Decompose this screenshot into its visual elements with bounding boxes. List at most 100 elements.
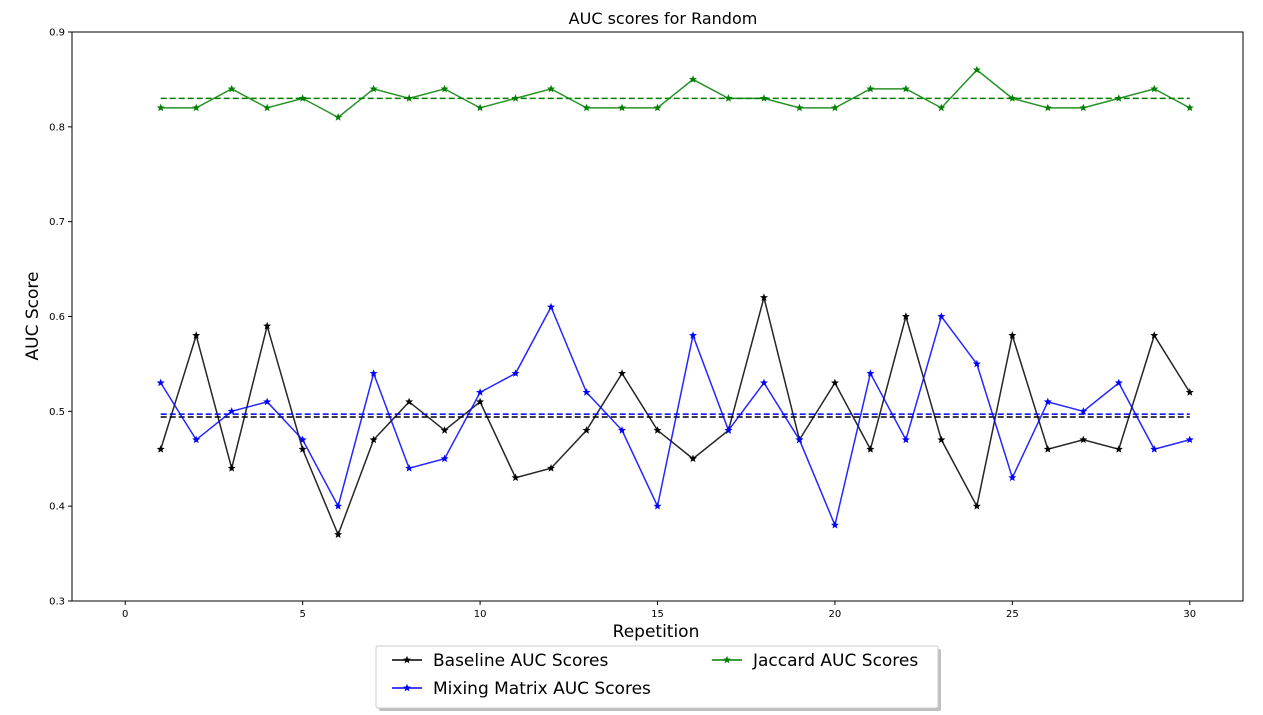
series-1-point: [547, 302, 556, 311]
x-tick-label: 30: [1183, 609, 1196, 620]
series-0-point: [334, 530, 343, 539]
legend-frame: [375, 645, 939, 709]
legend-entry-2: Jaccard AUC Scores: [712, 651, 918, 671]
series-2-point: [1079, 103, 1088, 112]
series-2-point: [937, 103, 946, 112]
series-2-point: [227, 84, 236, 93]
series-0-point: [937, 435, 946, 444]
series-0-point: [1185, 388, 1194, 396]
legend-entry-1: Mixing Matrix AUC Scores: [392, 679, 651, 699]
y-tick-label: 0.9: [49, 28, 65, 39]
series-1-point: [724, 426, 733, 434]
series-0-point: [1008, 331, 1017, 339]
series-2-point: [901, 84, 910, 93]
chart-title: AUC scores for Random: [569, 9, 758, 28]
series-2-point: [1150, 84, 1159, 93]
series-0-point: [901, 312, 910, 320]
y-tick-label: 0.7: [49, 217, 65, 228]
series-1-point: [1008, 473, 1017, 482]
series-2-line: [160, 68, 1191, 119]
y-tick-label: 0.8: [49, 122, 65, 133]
series-0-point: [192, 331, 201, 339]
series-0-point: [688, 454, 697, 463]
series-0-point: [369, 435, 378, 444]
legend-label-0: Baseline AUC Scores: [433, 651, 608, 671]
series-1-point: [405, 464, 414, 472]
legend: Baseline AUC Scores Mixing Matrix AUC Sco…: [375, 645, 941, 711]
x-tick-label: 20: [829, 609, 842, 620]
series-2-point: [156, 103, 165, 112]
series-1-point: [1079, 407, 1088, 415]
series-2-point: [405, 94, 414, 102]
series-0-point: [618, 369, 627, 377]
series-1-point: [263, 397, 272, 406]
series-2-point: [866, 84, 875, 93]
axes: 0 5 10 15 20 25 30 0.3 0.4 0.5 0.6 0.7 0.8 0.9: [49, 28, 1244, 620]
series-1-point: [937, 312, 946, 320]
series-1-point: [440, 454, 449, 463]
series-2-point: [830, 103, 839, 112]
series-2-point: [724, 94, 733, 102]
legend-marker-0: [403, 655, 411, 664]
series-0-point: [405, 397, 414, 406]
series-2-point: [795, 103, 804, 112]
series-2-point: [440, 84, 449, 93]
series-2-point: [369, 84, 378, 93]
series-1-point: [1114, 378, 1123, 387]
series-1-point: [972, 359, 981, 368]
plot-area: [156, 65, 1194, 539]
series-1-point: [901, 435, 910, 444]
series-2-point: [688, 75, 697, 83]
legend-label-2: Jaccard AUC Scores: [752, 651, 918, 671]
series-1-point: [476, 388, 485, 396]
y-tick-label: 0.5: [49, 407, 65, 418]
series-2-point: [1008, 94, 1017, 102]
series-1-point: [192, 435, 201, 444]
series-0-point: [511, 473, 520, 482]
series-0-point: [653, 426, 662, 434]
series-0-point: [866, 445, 875, 453]
series-1-point: [795, 435, 804, 444]
series-1: [156, 302, 1194, 529]
series-1-point: [582, 388, 591, 396]
series-2-point: [476, 103, 485, 112]
series-0-line: [159, 294, 1191, 537]
series-0-point: [227, 464, 236, 472]
series-1-point: [511, 369, 520, 377]
series-0-point: [298, 445, 307, 453]
series-0-point: [440, 426, 449, 434]
series-1-point: [227, 407, 236, 415]
y-tick-label: 0.6: [49, 312, 65, 323]
series-0-point: [972, 501, 981, 510]
series-0-point: [1079, 435, 1088, 444]
series-2-point: [618, 103, 627, 112]
series-2-point: [192, 103, 201, 112]
series-2-point: [1114, 94, 1123, 102]
series-2-point: [1185, 103, 1194, 112]
series-2-point: [582, 103, 591, 112]
series-1-point: [653, 501, 662, 510]
x-tick-label: 0: [122, 609, 128, 620]
series-1-point: [759, 378, 768, 387]
series-1-line: [160, 305, 1190, 528]
series-0-point: [1114, 445, 1123, 453]
series-2-point: [547, 84, 556, 93]
series-0-point: [547, 464, 556, 472]
x-tick-label: 15: [651, 609, 664, 620]
legend-marker-1: [403, 683, 411, 692]
series-2-point: [759, 94, 768, 102]
series-0-point: [263, 321, 272, 330]
series-2-point: [298, 94, 307, 102]
series-1-point: [1150, 445, 1159, 453]
series-2-point: [511, 94, 520, 102]
plot-frame: [71, 31, 1244, 602]
x-axis-title: Repetition: [613, 622, 700, 642]
series-0-point: [156, 445, 165, 453]
series-0-point: [476, 397, 485, 406]
x-tick-label: 10: [474, 609, 487, 620]
series-1-point: [298, 435, 307, 444]
series-2-point: [972, 65, 981, 74]
series-1-point: [369, 369, 378, 377]
series-1-point: [1185, 435, 1194, 444]
